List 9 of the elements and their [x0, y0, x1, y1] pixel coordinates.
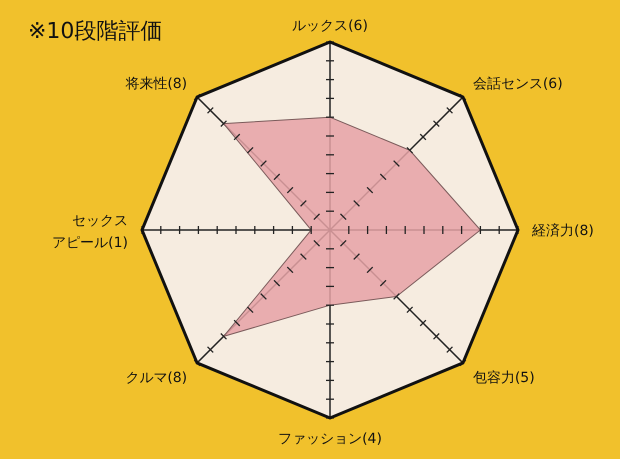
spoke-label: ルックス(6): [292, 18, 368, 34]
chart-title: ※10段階評価: [28, 19, 162, 44]
spoke-label: 将来性(8): [124, 76, 188, 92]
spoke-label: ファッション(4): [278, 431, 382, 447]
spoke-label: 包容力(5): [472, 370, 535, 386]
spoke-label: クルマ(8): [125, 370, 188, 386]
spoke-label: 経済力(8): [531, 223, 594, 239]
spoke-label: セックスアピール(1): [52, 213, 128, 251]
spoke-label: 会話センス(6): [472, 76, 563, 92]
